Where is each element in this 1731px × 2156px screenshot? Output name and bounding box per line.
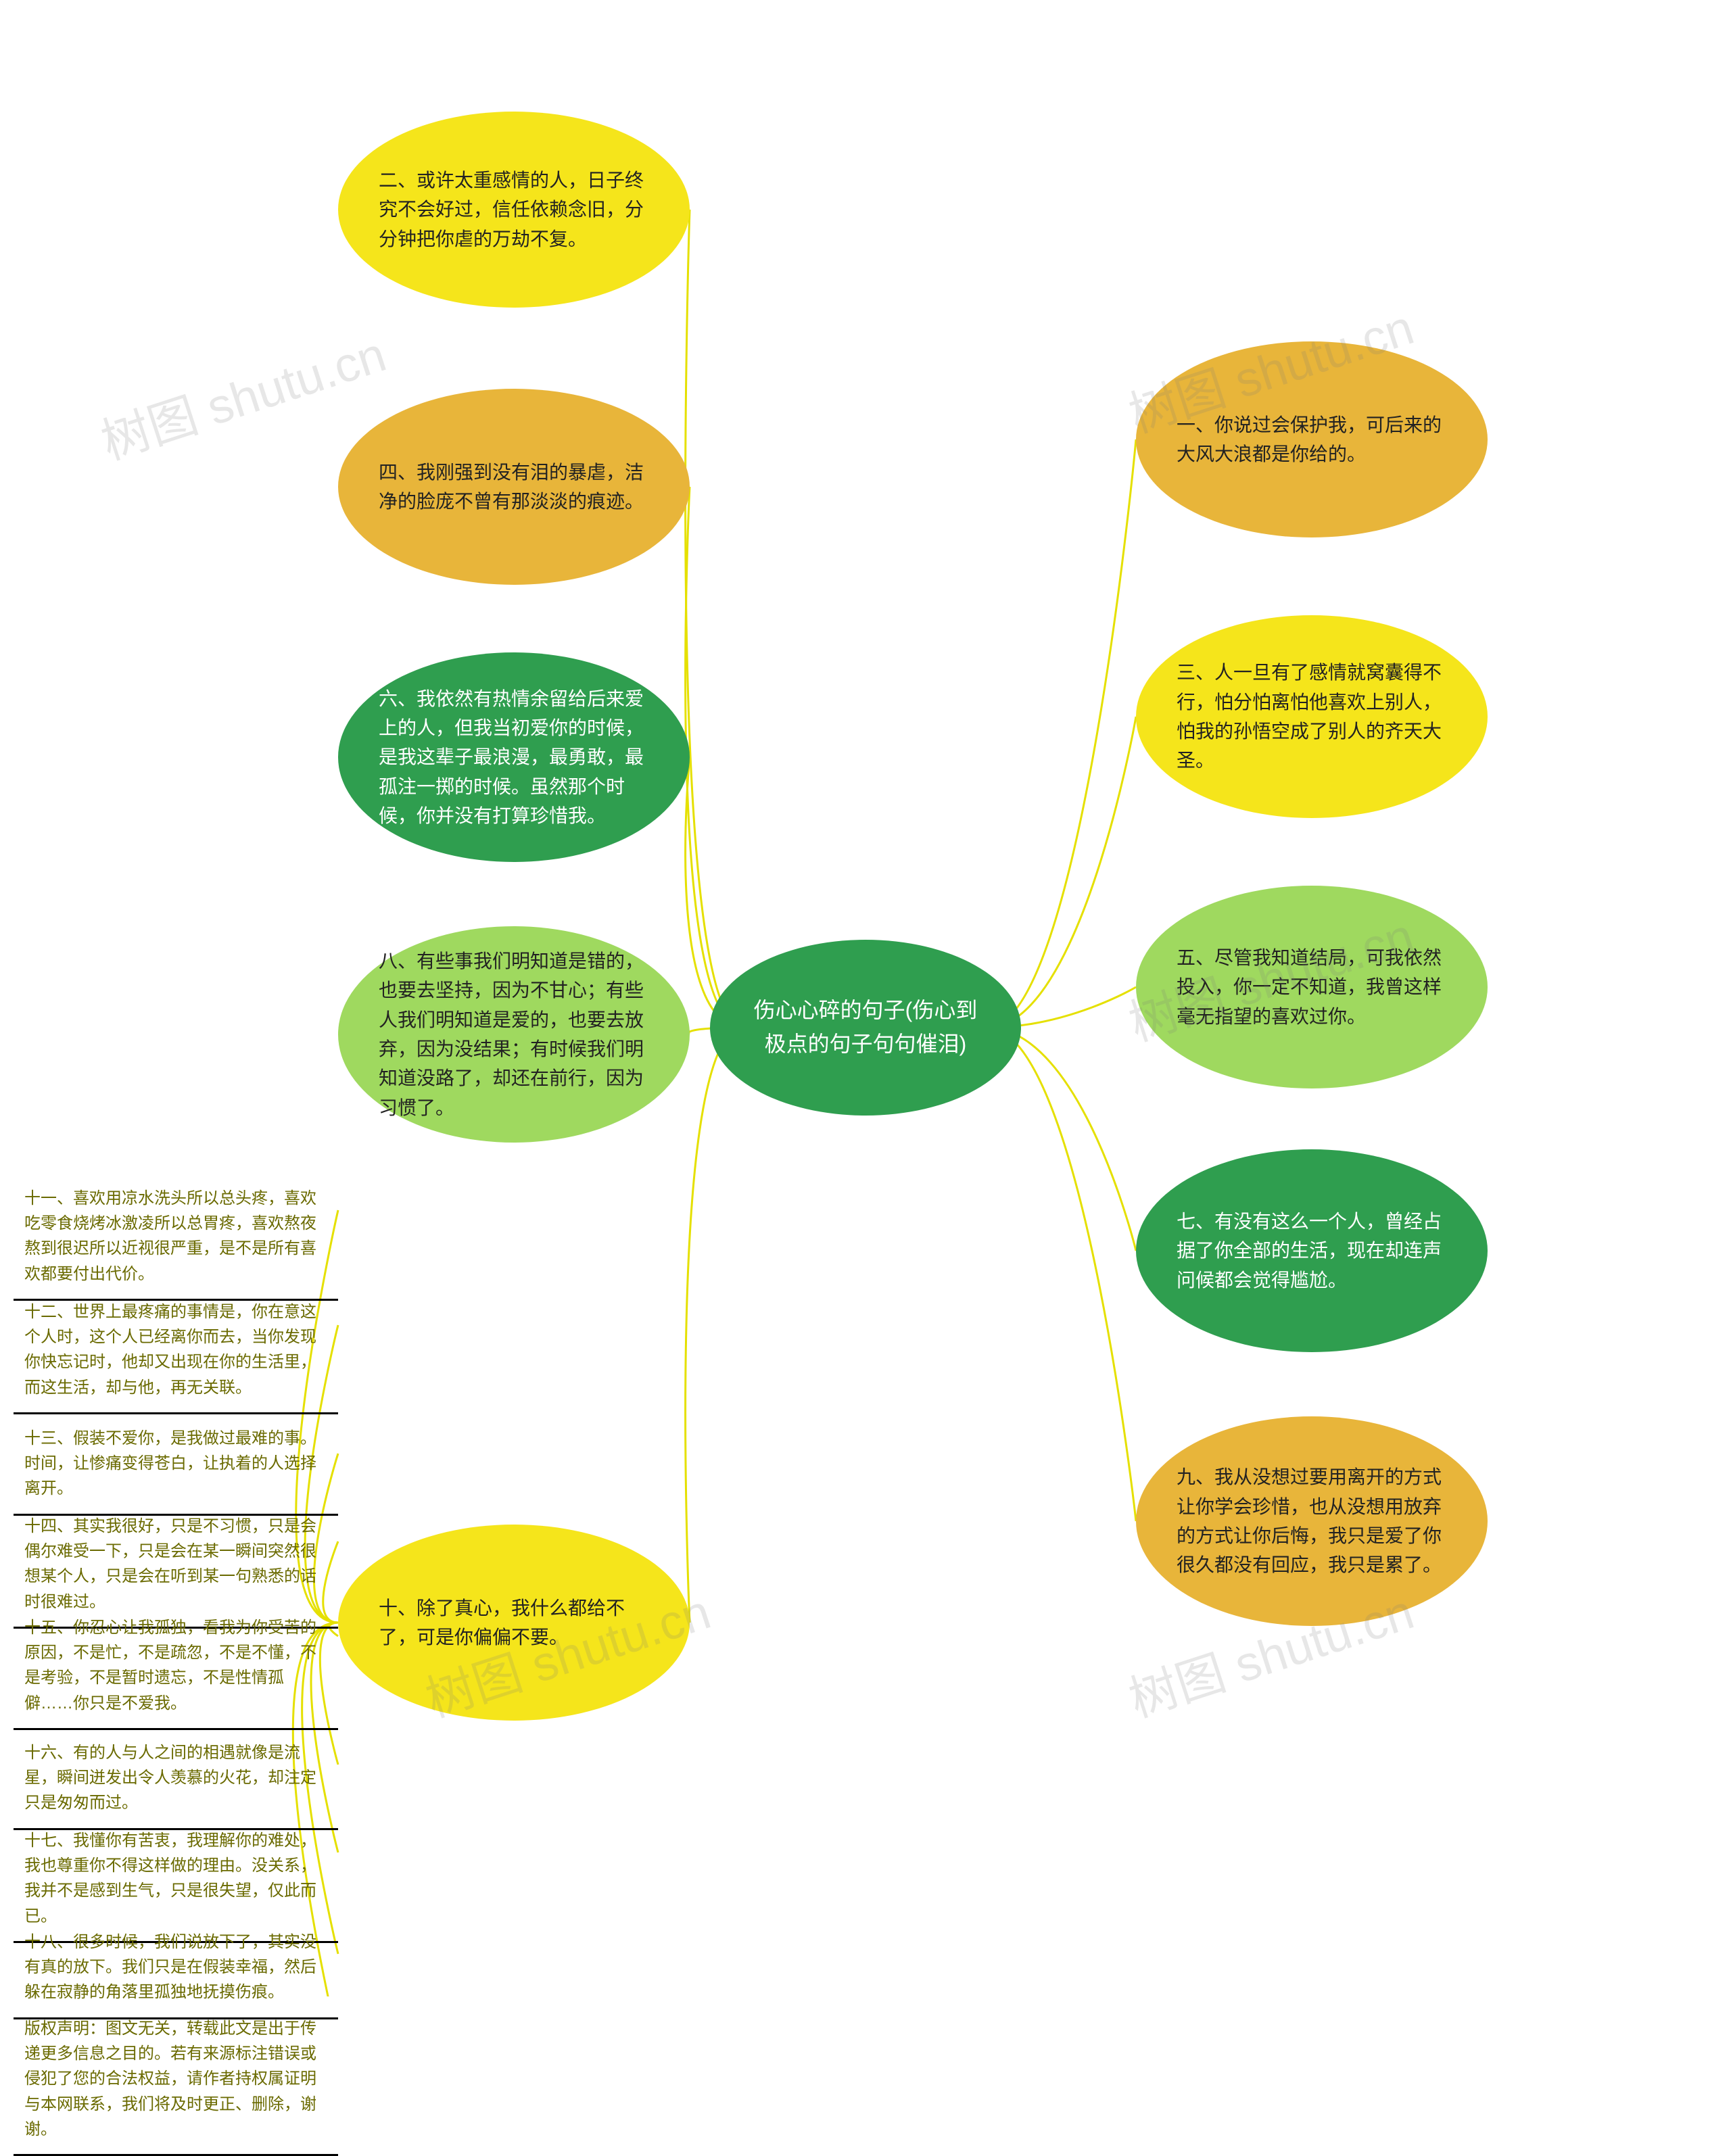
leaf-18[interactable]: 十八、很多时候，我们说放下了，其实没有真的放下。我们只是在假装幸福，然后躲在寂静… [14,1920,338,2019]
leaf-16[interactable]: 十六、有的人与人之间的相遇就像是流星，瞬间迸发出令人羡慕的火花，却注定只是匆匆而… [14,1731,338,1830]
leaf-12[interactable]: 十二、世界上最疼痛的事情是，你在意这个人时，这个人已经离你而去，当你发现你快忘记… [14,1290,338,1414]
node-r2[interactable]: 三、人一旦有了感情就窝囊得不行，怕分怕离怕他喜欢上别人，怕我的孙悟空成了别人的齐… [1136,615,1488,818]
node-l3[interactable]: 六、我依然有热情余留给后来爱上的人，但我当初爱你的时候，是我这辈子最浪漫，最勇敢… [338,652,690,862]
center-node[interactable]: 伤心心碎的句子(伤心到极点的句子句句催泪) [710,940,1021,1116]
leaf-13[interactable]: 十三、假装不爱你，是我做过最难的事。时间，让惨痛变得苍白，让执着的人选择离开。 [14,1416,338,1516]
leaf-copyright: 版权声明：图文无关，转载此文是出于传递更多信息之目的。若有来源标注错误或侵犯了您… [14,2007,338,2156]
node-r4[interactable]: 七、有没有这么一个人，曾经占据了你全部的生活，现在却连声问候都会觉得尴尬。 [1136,1149,1488,1352]
node-l2[interactable]: 四、我刚强到没有泪的暴虐，洁净的脸庞不曾有那淡淡的痕迹。 [338,389,690,585]
node-l4[interactable]: 八、有些事我们明知道是错的，也要去坚持，因为不甘心；有些人我们明知道是爱的，也要… [338,926,690,1143]
leaf-15[interactable]: 十五、你忍心让我孤独，看我为你受苦的原因，不是忙，不是疏忽，不是不懂，不是考验，… [14,1606,338,1730]
node-r5[interactable]: 九、我从没想过要用离开的方式让你学会珍惜，也从没想用放弃的方式让你后悔，我只是爱… [1136,1416,1488,1626]
watermark: 树图 shutu.cn [91,314,393,473]
node-r1[interactable]: 一、你说过会保护我，可后来的大风大浪都是你给的。 [1136,341,1488,537]
node-r3[interactable]: 五、尽管我知道结局，可我依然投入，你一定不知道，我曾这样毫无指望的喜欢过你。 [1136,886,1488,1088]
node-l5[interactable]: 十、除了真心，我什么都给不了，可是你偏偏不要。 [338,1525,690,1721]
node-l1[interactable]: 二、或许太重感情的人，日子终究不会好过，信任依赖念旧，分分钟把你虐的万劫不复。 [338,112,690,308]
leaf-11[interactable]: 十一、喜欢用凉水洗头所以总头疼，喜欢吃零食烧烤冰激凌所以总胃疼，喜欢熬夜熬到很迟… [14,1176,338,1301]
